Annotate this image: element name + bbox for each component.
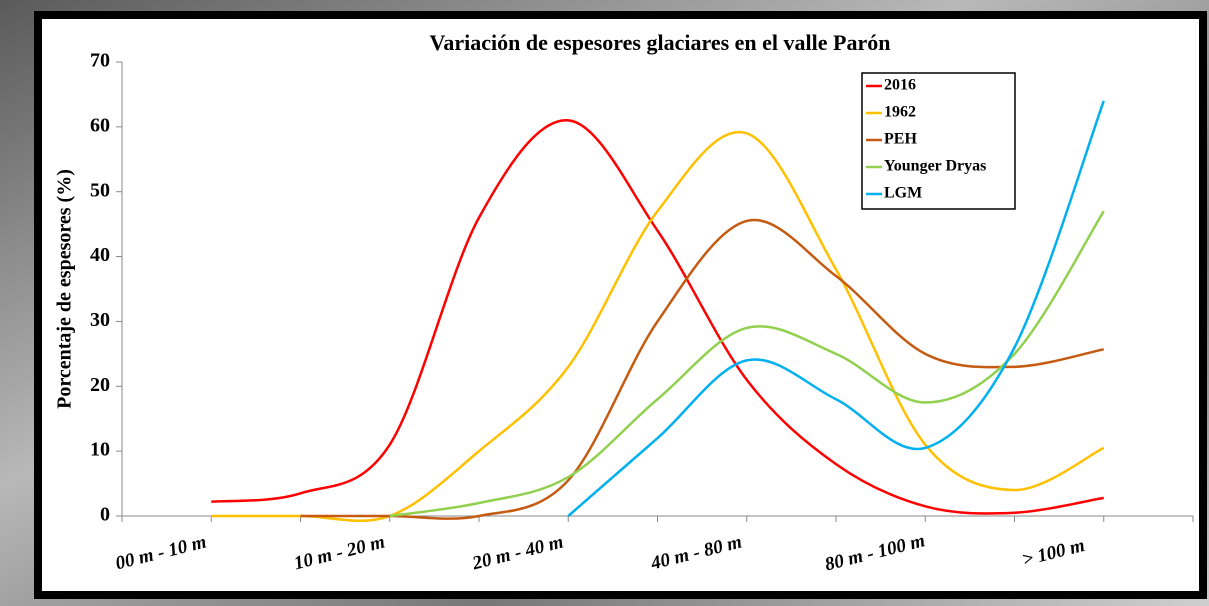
legend-label: PEH (884, 131, 917, 148)
y-tick-label: 50 (90, 179, 110, 201)
legend-label: Younger Dryas (884, 158, 986, 175)
y-axis-label: Porcentaje de espesores (%) (54, 169, 76, 409)
chart-frame (38, 15, 1203, 595)
y-tick-label: 10 (90, 439, 110, 461)
chart-title: Variación de espesores glaciares en el v… (430, 30, 891, 55)
y-tick-label: 30 (90, 309, 110, 331)
y-tick-label: 20 (90, 374, 110, 396)
legend-label: LGM (884, 185, 922, 202)
y-tick-label: 60 (90, 114, 110, 136)
y-tick-label: 40 (90, 244, 110, 266)
page: Variación de espesores glaciares en el v… (0, 0, 1209, 606)
y-tick-label: 70 (90, 50, 110, 72)
legend-label: 2016 (884, 77, 916, 94)
legend-label: 1962 (884, 104, 916, 121)
y-tick-label: 0 (100, 504, 110, 526)
